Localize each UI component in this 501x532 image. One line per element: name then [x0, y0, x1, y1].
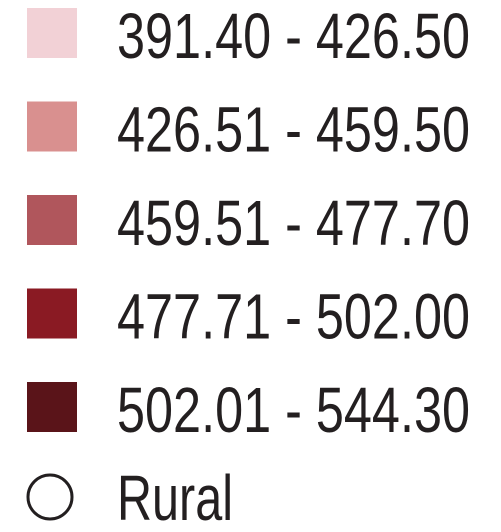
legend-label: 459.51 - 477.70: [117, 187, 470, 259]
legend-swatch: [27, 382, 77, 432]
legend-label: 502.01 - 544.30: [117, 374, 470, 446]
legend-swatch: [27, 195, 77, 245]
legend-label: 477.71 - 502.00: [117, 281, 470, 353]
legend-swatch: [27, 101, 77, 152]
legend-swatch: [27, 8, 77, 58]
legend-label: 426.51 - 459.50: [117, 94, 470, 166]
rural-symbol: [26, 473, 74, 521]
legend-label: 391.40 - 426.50: [117, 0, 470, 72]
legend-swatch: [27, 288, 77, 339]
rural-label: Rural: [117, 462, 233, 532]
